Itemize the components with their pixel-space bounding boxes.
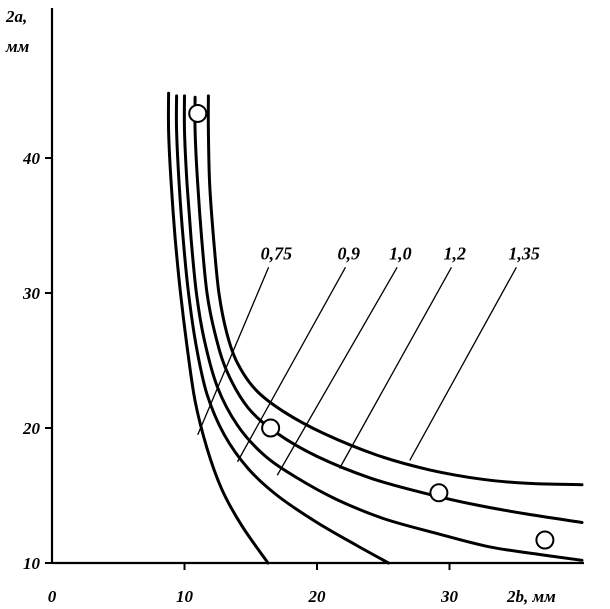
leader-line <box>197 267 270 436</box>
curve-1-0 <box>182 94 584 562</box>
x-tick-label: 30 <box>440 587 459 606</box>
curve-label: 1,2 <box>443 243 466 263</box>
markers <box>188 103 555 550</box>
x-ticks: 0 10 20 30 <box>48 563 459 606</box>
curve-0-9 <box>174 94 390 565</box>
curve-1-2 <box>193 95 584 524</box>
y-ticks: 10 20 30 40 <box>22 149 52 573</box>
curve-labels: 0,75 0,9 1,0 1,2 1,35 <box>261 243 540 263</box>
leader-line <box>276 266 398 476</box>
y-tick-label: 10 <box>23 554 41 573</box>
leader-line <box>409 266 517 461</box>
x-axis-label: 2b, мм <box>506 587 556 606</box>
x-tick-label: 20 <box>308 587 327 606</box>
y-tick-label: 40 <box>22 149 41 168</box>
curve-label: 1,35 <box>508 243 540 263</box>
curve-label: 0,75 <box>261 243 293 263</box>
curve-1-35 <box>206 94 584 487</box>
data-point-marker <box>429 483 449 503</box>
curves <box>166 91 584 565</box>
data-point-marker <box>188 103 208 123</box>
x-tick-label: 10 <box>176 587 194 606</box>
curve-label: 1,0 <box>389 243 412 263</box>
y-axis-label-line1: 2a, <box>5 7 27 26</box>
y-tick-label: 20 <box>22 419 41 438</box>
curve-label: 0,9 <box>337 243 360 263</box>
data-point-marker <box>535 530 555 550</box>
leader-line <box>338 266 453 469</box>
leader-line <box>236 266 347 463</box>
y-tick-label: 30 <box>22 284 41 303</box>
leaders <box>197 266 517 476</box>
x-tick-label: 0 <box>48 587 57 606</box>
y-axis-label-line2: мм <box>5 37 30 56</box>
data-point-marker <box>261 418 281 438</box>
curve-0-75 <box>166 91 270 565</box>
